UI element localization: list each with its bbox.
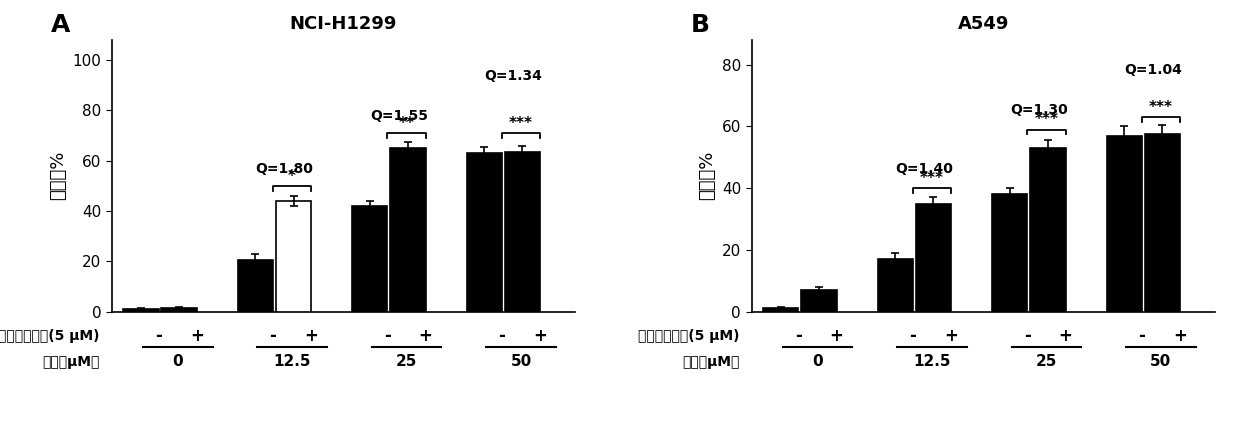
Bar bbox=[916, 203, 951, 312]
Bar bbox=[1145, 134, 1180, 312]
Text: 蜘蛛葦苏林碱(5 μM): 蜘蛛葦苏林碱(5 μM) bbox=[639, 329, 740, 343]
Bar bbox=[801, 290, 837, 311]
Bar bbox=[238, 260, 273, 312]
Text: 50: 50 bbox=[511, 354, 532, 369]
Bar bbox=[391, 148, 425, 312]
Title: NCI-H1299: NCI-H1299 bbox=[290, 15, 397, 33]
Bar bbox=[992, 194, 1028, 312]
Text: +: + bbox=[1173, 327, 1187, 345]
Text: -: - bbox=[155, 327, 162, 345]
Text: -: - bbox=[269, 327, 277, 345]
Text: 顺铂（μM）: 顺铂（μM） bbox=[42, 355, 100, 369]
Title: A549: A549 bbox=[957, 15, 1009, 33]
Text: 0: 0 bbox=[172, 354, 184, 369]
Text: +: + bbox=[190, 327, 203, 345]
Bar bbox=[123, 309, 159, 312]
Text: 顺铂（μM）: 顺铂（μM） bbox=[682, 355, 740, 369]
Y-axis label: 抑制率%: 抑制率% bbox=[698, 151, 717, 200]
Text: 25: 25 bbox=[1035, 354, 1058, 369]
Text: 0: 0 bbox=[812, 354, 823, 369]
Text: -: - bbox=[1138, 327, 1146, 345]
Text: ***: *** bbox=[1034, 112, 1059, 127]
Text: Q=1.40: Q=1.40 bbox=[895, 162, 954, 176]
Text: -: - bbox=[498, 327, 506, 345]
Text: 25: 25 bbox=[396, 354, 417, 369]
Text: Q=1.55: Q=1.55 bbox=[370, 109, 428, 123]
Bar bbox=[505, 152, 541, 312]
Text: Q=1.04: Q=1.04 bbox=[1125, 63, 1182, 77]
Text: +: + bbox=[304, 327, 319, 345]
Bar bbox=[1106, 136, 1142, 312]
Bar bbox=[878, 259, 913, 312]
Bar bbox=[352, 206, 387, 312]
Text: Q=1.34: Q=1.34 bbox=[485, 69, 542, 83]
Y-axis label: 抑制率%: 抑制率% bbox=[48, 151, 67, 200]
Text: +: + bbox=[944, 327, 959, 345]
Bar bbox=[466, 153, 502, 312]
Text: -: - bbox=[795, 327, 802, 345]
Text: +: + bbox=[419, 327, 433, 345]
Text: **: ** bbox=[398, 116, 414, 131]
Text: A: A bbox=[51, 13, 71, 37]
Bar bbox=[161, 308, 197, 312]
Text: -: - bbox=[384, 327, 391, 345]
Text: *: * bbox=[288, 169, 296, 184]
Text: Q=1.30: Q=1.30 bbox=[1009, 103, 1068, 117]
Bar bbox=[764, 308, 799, 312]
Text: +: + bbox=[533, 327, 547, 345]
Text: 12.5: 12.5 bbox=[273, 354, 311, 369]
Text: 50: 50 bbox=[1151, 354, 1172, 369]
Bar bbox=[1030, 148, 1065, 312]
Text: -: - bbox=[1024, 327, 1030, 345]
Bar bbox=[277, 201, 311, 312]
Text: ***: *** bbox=[1149, 100, 1173, 115]
Text: Q=1.80: Q=1.80 bbox=[255, 162, 314, 176]
Text: 12.5: 12.5 bbox=[913, 354, 951, 369]
Text: 蜘蛛葦苏林碱(5 μM): 蜘蛛葦苏林碱(5 μM) bbox=[0, 329, 100, 343]
Text: -: - bbox=[909, 327, 916, 345]
Text: ***: *** bbox=[508, 116, 533, 131]
Text: +: + bbox=[830, 327, 843, 345]
Text: ***: *** bbox=[920, 171, 944, 186]
Text: +: + bbox=[1059, 327, 1073, 345]
Text: B: B bbox=[691, 13, 711, 37]
